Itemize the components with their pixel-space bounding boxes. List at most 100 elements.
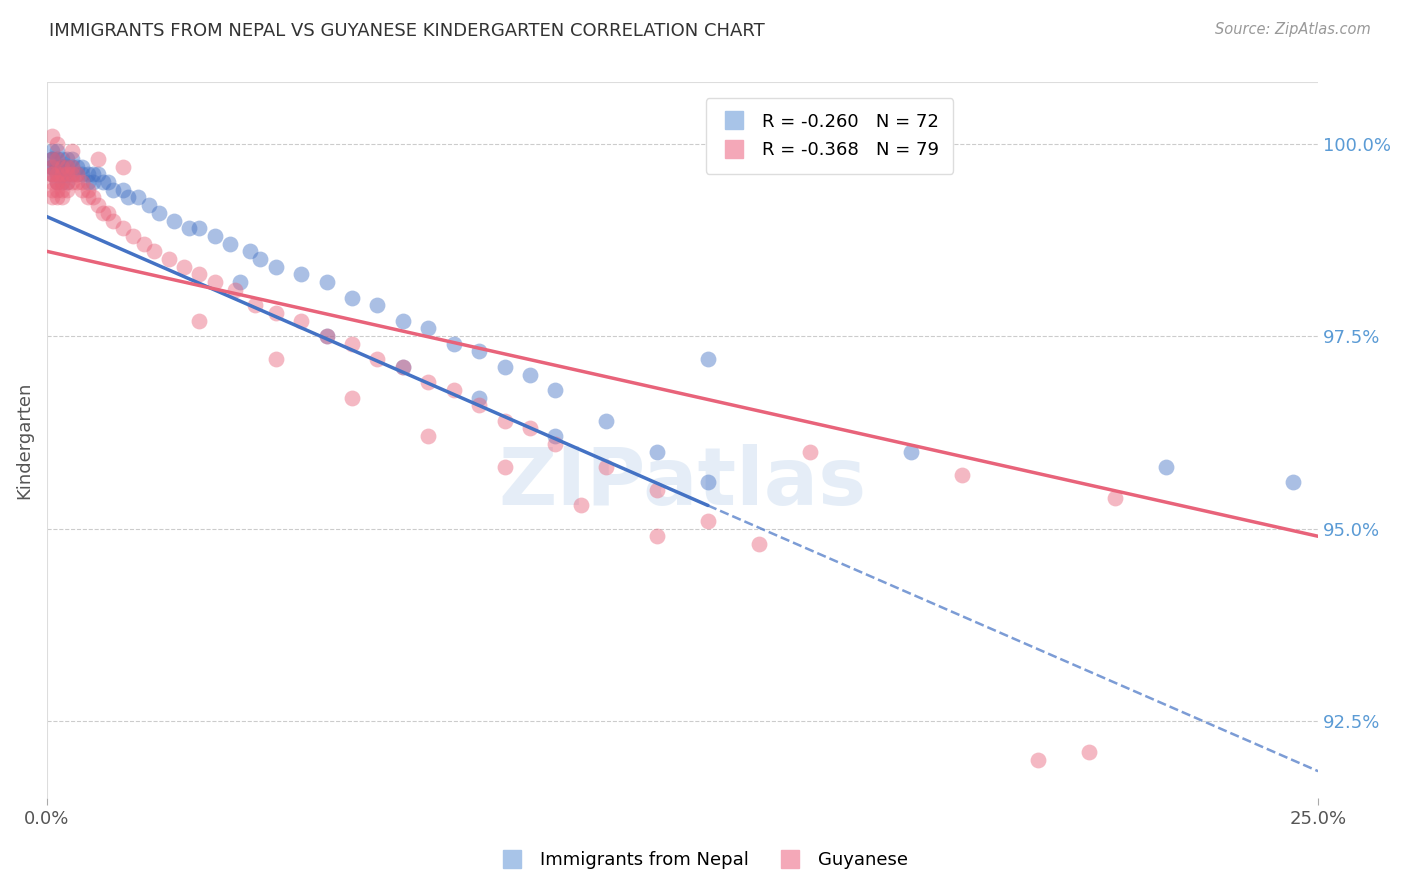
- Point: [188, 313, 211, 327]
- Point: [66, 167, 89, 181]
- Point: [60, 175, 83, 189]
- Point: [179, 221, 201, 235]
- Point: [60, 167, 83, 181]
- Legend: R = -0.260   N = 72, R = -0.368   N = 79: R = -0.260 N = 72, R = -0.368 N = 79: [706, 98, 953, 174]
- Point: [76, 175, 98, 189]
- Point: [595, 460, 617, 475]
- Point: [366, 352, 388, 367]
- Point: [1281, 475, 1303, 490]
- Point: [418, 376, 440, 390]
- Point: [188, 221, 211, 235]
- Point: [392, 359, 415, 374]
- Point: [264, 306, 287, 320]
- Point: [204, 275, 226, 289]
- Point: [51, 167, 73, 181]
- Point: [46, 136, 69, 151]
- Point: [494, 460, 516, 475]
- Point: [51, 160, 73, 174]
- Point: [1104, 491, 1126, 505]
- Point: [56, 160, 79, 174]
- Point: [494, 359, 516, 374]
- Point: [112, 221, 135, 235]
- Point: [697, 352, 720, 367]
- Text: ZIPatlas: ZIPatlas: [498, 444, 866, 522]
- Point: [569, 499, 592, 513]
- Point: [97, 206, 120, 220]
- Point: [66, 160, 89, 174]
- Point: [82, 167, 104, 181]
- Point: [697, 475, 720, 490]
- Point: [645, 444, 668, 458]
- Point: [544, 429, 567, 443]
- Point: [87, 167, 110, 181]
- Point: [224, 283, 246, 297]
- Point: [127, 190, 149, 204]
- Y-axis label: Kindergarten: Kindergarten: [15, 381, 32, 499]
- Point: [76, 183, 98, 197]
- Point: [142, 244, 165, 259]
- Point: [41, 167, 63, 181]
- Point: [46, 152, 69, 166]
- Point: [56, 175, 79, 189]
- Point: [51, 190, 73, 204]
- Point: [46, 175, 69, 189]
- Point: [41, 152, 63, 166]
- Point: [41, 145, 63, 159]
- Point: [97, 175, 120, 189]
- Point: [366, 298, 388, 312]
- Text: Source: ZipAtlas.com: Source: ZipAtlas.com: [1215, 22, 1371, 37]
- Point: [112, 183, 135, 197]
- Point: [76, 190, 98, 204]
- Point: [188, 268, 211, 282]
- Point: [595, 414, 617, 428]
- Point: [82, 190, 104, 204]
- Point: [56, 167, 79, 181]
- Point: [72, 175, 94, 189]
- Point: [900, 444, 922, 458]
- Point: [87, 152, 110, 166]
- Point: [72, 160, 94, 174]
- Point: [418, 321, 440, 335]
- Point: [239, 244, 262, 259]
- Point: [157, 252, 180, 266]
- Point: [60, 167, 83, 181]
- Point: [41, 152, 63, 166]
- Point: [494, 414, 516, 428]
- Point: [51, 175, 73, 189]
- Point: [122, 228, 145, 243]
- Point: [544, 383, 567, 397]
- Point: [41, 160, 63, 174]
- Point: [163, 213, 186, 227]
- Point: [51, 183, 73, 197]
- Point: [41, 167, 63, 181]
- Point: [51, 175, 73, 189]
- Point: [315, 329, 337, 343]
- Point: [51, 152, 73, 166]
- Point: [46, 145, 69, 159]
- Point: [264, 260, 287, 274]
- Text: IMMIGRANTS FROM NEPAL VS GUYANESE KINDERGARTEN CORRELATION CHART: IMMIGRANTS FROM NEPAL VS GUYANESE KINDER…: [49, 22, 765, 40]
- Point: [519, 421, 541, 435]
- Point: [748, 537, 770, 551]
- Point: [290, 268, 312, 282]
- Point: [60, 145, 83, 159]
- Point: [1078, 745, 1101, 759]
- Point: [219, 236, 242, 251]
- Point: [799, 444, 821, 458]
- Point: [468, 391, 491, 405]
- Point: [249, 252, 271, 266]
- Point: [1154, 460, 1177, 475]
- Point: [56, 160, 79, 174]
- Point: [41, 160, 63, 174]
- Point: [392, 313, 415, 327]
- Point: [392, 359, 415, 374]
- Legend: Immigrants from Nepal, Guyanese: Immigrants from Nepal, Guyanese: [489, 842, 917, 879]
- Point: [41, 175, 63, 189]
- Point: [132, 236, 155, 251]
- Point: [264, 352, 287, 367]
- Point: [41, 167, 63, 181]
- Point: [697, 514, 720, 528]
- Point: [46, 167, 69, 181]
- Point: [468, 398, 491, 412]
- Point: [46, 183, 69, 197]
